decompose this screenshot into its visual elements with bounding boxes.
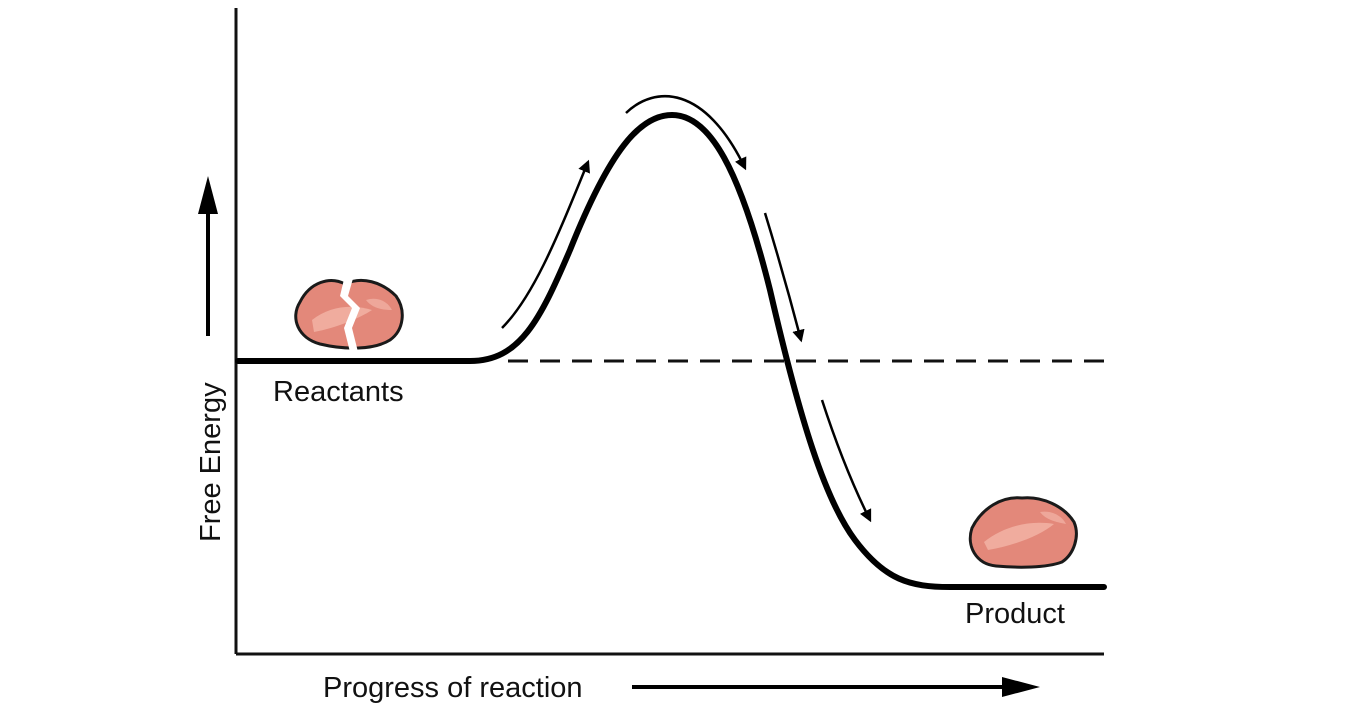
peak-flow-arrow bbox=[625, 94, 747, 171]
reactants-label: Reactants bbox=[273, 376, 404, 408]
molecule-icon bbox=[968, 496, 1078, 569]
x-axis-arrowhead bbox=[1002, 677, 1040, 697]
y-axis-arrowhead bbox=[198, 176, 218, 214]
downhill-flow-arrow-1 bbox=[763, 212, 805, 343]
uphill-flow-arrow bbox=[501, 159, 590, 329]
energy-curve bbox=[235, 111, 1107, 590]
split-molecule-icon bbox=[294, 275, 404, 352]
downhill-flow-arrow-2 bbox=[820, 399, 872, 523]
y-axis-label: Free Energy bbox=[195, 382, 227, 542]
product-label: Product bbox=[965, 598, 1065, 630]
x-axis-label: Progress of reaction bbox=[323, 672, 583, 704]
